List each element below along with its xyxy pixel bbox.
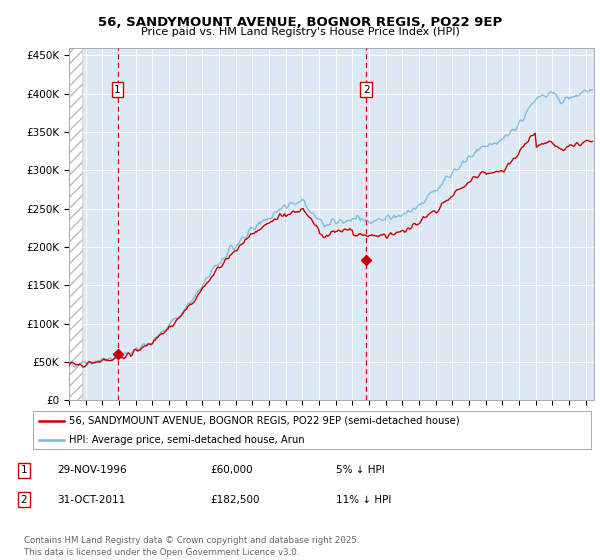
Text: 1: 1 [114, 85, 121, 95]
Text: Price paid vs. HM Land Registry's House Price Index (HPI): Price paid vs. HM Land Registry's House … [140, 27, 460, 37]
Text: 56, SANDYMOUNT AVENUE, BOGNOR REGIS, PO22 9EP (semi-detached house): 56, SANDYMOUNT AVENUE, BOGNOR REGIS, PO2… [69, 416, 460, 426]
Bar [69, 48, 82, 400]
Text: £182,500: £182,500 [210, 494, 260, 505]
Text: 1: 1 [20, 465, 28, 475]
Text: 29-NOV-1996: 29-NOV-1996 [57, 465, 127, 475]
Text: Contains HM Land Registry data © Crown copyright and database right 2025.
This d: Contains HM Land Registry data © Crown c… [24, 536, 359, 557]
Text: 56, SANDYMOUNT AVENUE, BOGNOR REGIS, PO22 9EP: 56, SANDYMOUNT AVENUE, BOGNOR REGIS, PO2… [98, 16, 502, 29]
Text: 11% ↓ HPI: 11% ↓ HPI [336, 494, 391, 505]
Text: £60,000: £60,000 [210, 465, 253, 475]
Text: 31-OCT-2011: 31-OCT-2011 [57, 494, 125, 505]
Text: 5% ↓ HPI: 5% ↓ HPI [336, 465, 385, 475]
Text: 2: 2 [363, 85, 370, 95]
Text: HPI: Average price, semi-detached house, Arun: HPI: Average price, semi-detached house,… [69, 435, 305, 445]
Text: 2: 2 [20, 494, 28, 505]
